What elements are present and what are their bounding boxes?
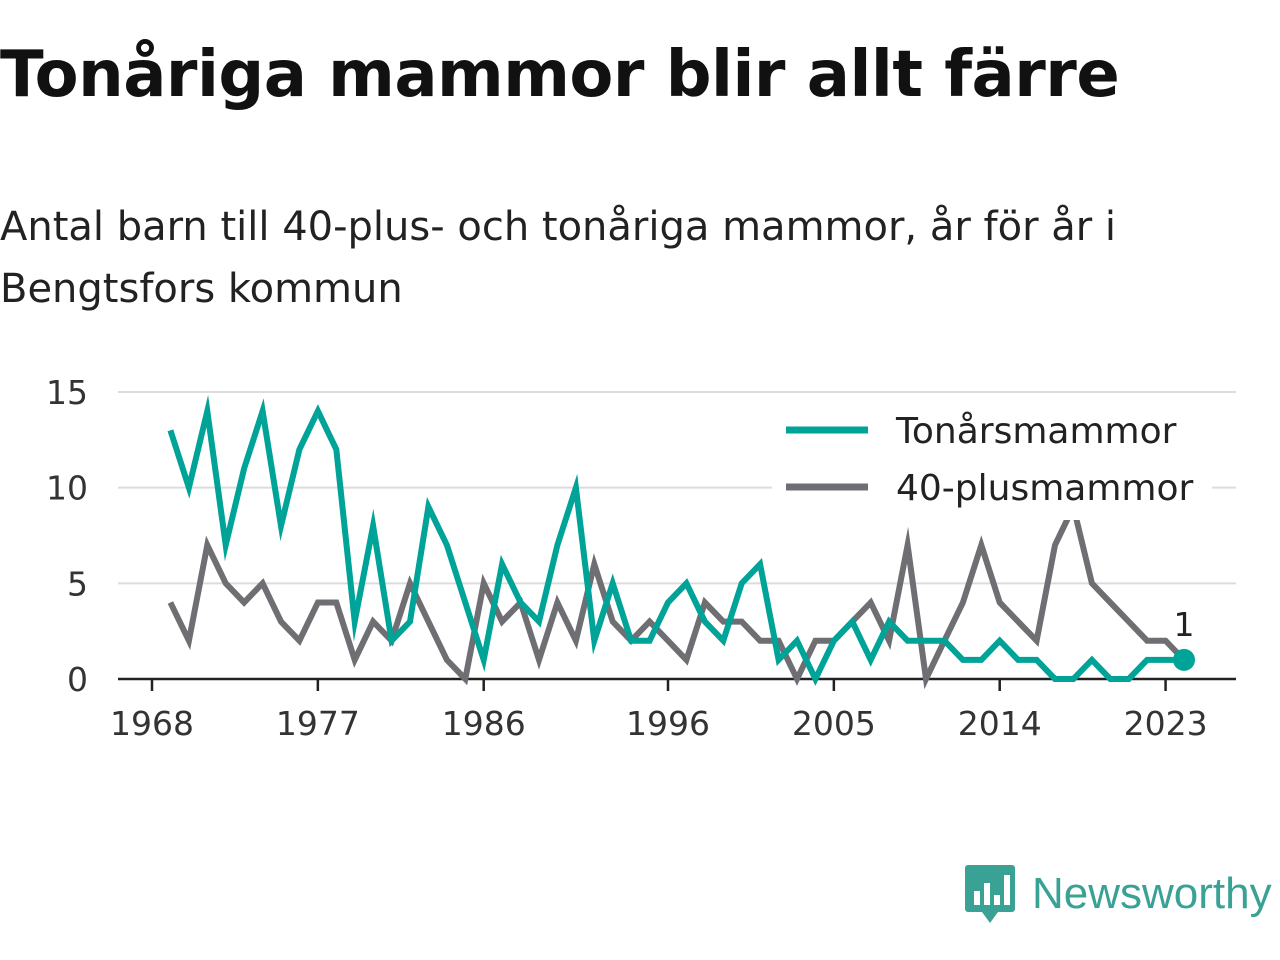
y-tick-label: 5 — [67, 564, 88, 603]
x-tick-label: 1977 — [276, 704, 360, 743]
x-tick-label: 2014 — [958, 704, 1042, 743]
legend-label: Tonårsmammor — [895, 411, 1177, 452]
series-lines: 1 — [167, 394, 1195, 690]
legend-background — [772, 402, 1212, 520]
line-chart: 1968 1977 1986 1996 2005 2014 2023 0 5 10 15 1 To… — [46, 373, 1236, 743]
series-line-Tonårsmammor — [167, 394, 1184, 686]
legend: Tonårsmammor 40-plusmammor — [772, 402, 1212, 520]
legend-label: 40-plusmammor — [896, 468, 1194, 509]
chart-subtitle: Antal barn till 40-plus- och tonåriga ma… — [0, 204, 1117, 312]
end-point-marker — [1173, 648, 1195, 671]
series-line-40-plusmammor — [167, 497, 1187, 690]
brand-name: Newsworthy — [1032, 869, 1272, 918]
end-value-label: 1 — [1174, 605, 1195, 644]
newsworthy-logo-icon — [965, 865, 1015, 923]
y-tick-label: 10 — [46, 469, 88, 508]
x-tick-label: 1986 — [442, 704, 526, 743]
brand-logo: Newsworthy — [964, 862, 1272, 926]
x-tick-label: 2005 — [792, 704, 876, 743]
x-axis: 1968 1977 1986 1996 2005 2014 2023 — [110, 677, 1236, 743]
x-tick-label: 1968 — [110, 704, 194, 743]
y-tick-label: 0 — [67, 660, 88, 699]
y-axis: 0 5 10 15 — [46, 373, 88, 699]
x-tick-label: 1996 — [626, 704, 710, 743]
x-tick-label: 2023 — [1124, 704, 1208, 743]
chart-title: Tonåriga mammor blir allt färre — [0, 38, 1120, 112]
y-tick-label: 15 — [46, 373, 88, 412]
